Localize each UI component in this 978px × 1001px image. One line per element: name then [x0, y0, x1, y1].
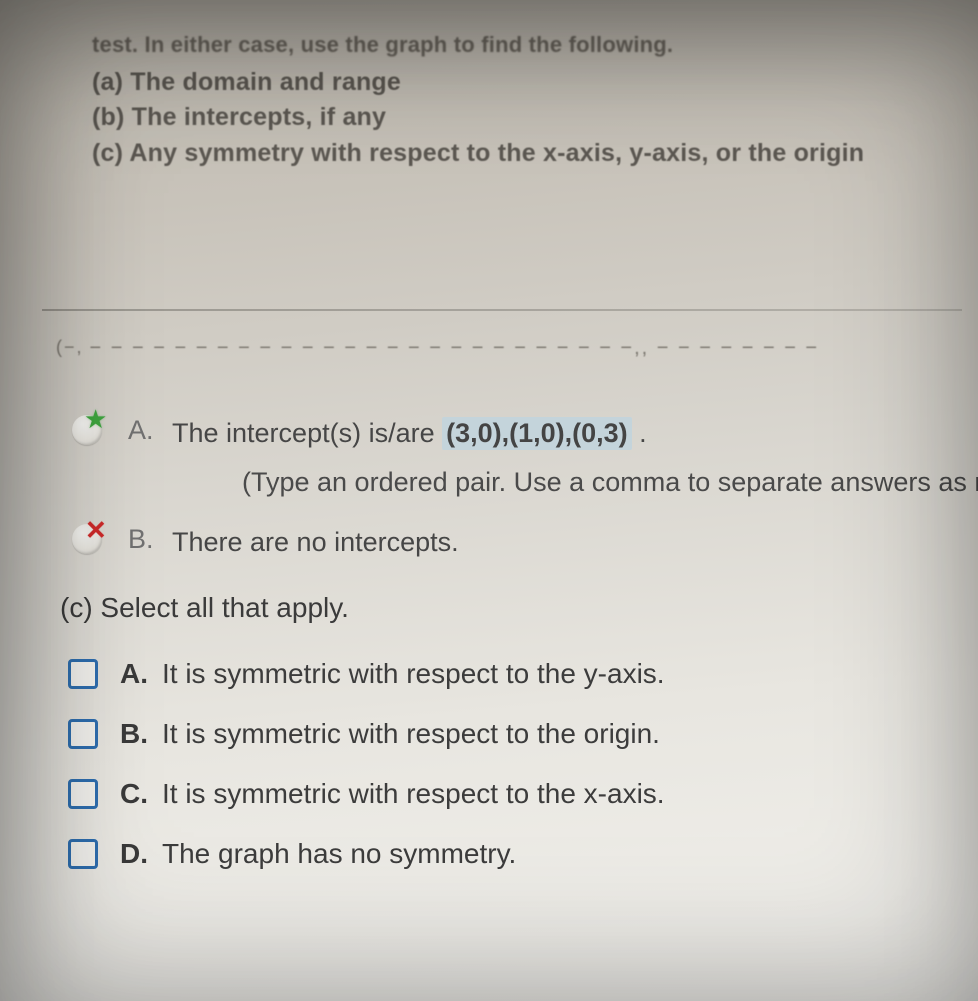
collapsed-left-glyph: (−, [56, 337, 84, 357]
correct-star-icon: ★ [84, 404, 107, 435]
radio-a-mark: ★ [70, 413, 128, 453]
choice-a-checkbox[interactable] [68, 659, 98, 689]
radio-option-b[interactable]: ✕ B. There are no intercepts. [70, 522, 978, 562]
choice-d-checkbox[interactable] [68, 839, 98, 869]
choice-c-row[interactable]: C. It is symmetric with respect to the x… [68, 778, 978, 810]
choice-d-text: The graph has no symmetry. [162, 838, 516, 870]
instruction-a: (a) The domain and range [92, 66, 918, 100]
choice-c-text: It is symmetric with respect to the x-ax… [162, 778, 665, 810]
part-c-prompt: (c) Select all that apply. [60, 592, 978, 624]
part-c-choice-list: A. It is symmetric with respect to the y… [68, 658, 978, 870]
choice-b-checkbox[interactable] [68, 719, 98, 749]
option-a-answer-input[interactable]: (3,0),(1,0),(0,3) [442, 417, 632, 450]
answer-section: ★ A. The intercept(s) is/are (3,0),(1,0)… [0, 357, 978, 562]
choice-d-row[interactable]: D. The graph has no symmetry. [68, 838, 978, 870]
choice-a-text: It is symmetric with respect to the y-ax… [162, 658, 665, 690]
radio-option-a[interactable]: ★ A. The intercept(s) is/are (3,0),(1,0)… [70, 413, 978, 453]
instruction-truncated: test. In either case, use the graph to f… [92, 30, 918, 60]
option-b-letter: B. [128, 522, 172, 555]
page-root: test. In either case, use the graph to f… [0, 0, 978, 1001]
instruction-b: (b) The intercepts, if any [92, 101, 918, 135]
radio-b-mark: ✕ [70, 522, 128, 562]
choice-b-letter: B. [120, 718, 162, 750]
choice-b-row[interactable]: B. It is symmetric with respect to the o… [68, 718, 978, 750]
choice-b-text: It is symmetric with respect to the orig… [162, 718, 660, 750]
instruction-c: (c) Any symmetry with respect to the x-a… [92, 137, 918, 171]
choice-c-letter: C. [120, 778, 162, 810]
choice-d-letter: D. [120, 838, 162, 870]
collapsed-dashes: − − − − − − − − − − − − − − − − − − − − … [90, 337, 820, 357]
option-a-letter: A. [128, 413, 172, 446]
divider-rule [42, 309, 962, 311]
option-a-body: The intercept(s) is/are (3,0),(1,0),(0,3… [172, 413, 978, 451]
instruction-block: test. In either case, use the graph to f… [0, 0, 978, 171]
choice-c-checkbox[interactable] [68, 779, 98, 809]
choice-a-row[interactable]: A. It is symmetric with respect to the y… [68, 658, 978, 690]
incorrect-x-icon: ✕ [85, 515, 107, 546]
choice-a-letter: A. [120, 658, 162, 690]
option-a-lead: The intercept(s) is/are [172, 418, 442, 448]
option-b-text: There are no intercepts. [172, 522, 978, 560]
option-a-tail: . [632, 418, 647, 448]
option-a-note: (Type an ordered pair. Use a comma to se… [242, 467, 978, 498]
collapsed-answer-row: (−, − − − − − − − − − − − − − − − − − − −… [56, 337, 961, 357]
